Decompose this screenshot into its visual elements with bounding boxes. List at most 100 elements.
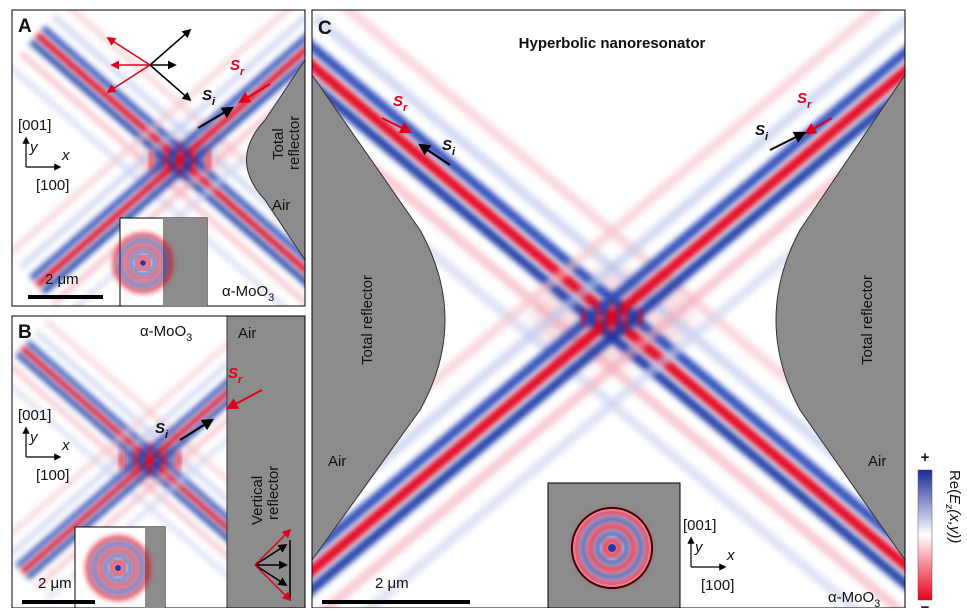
poynting-arrow — [381, 117, 413, 134]
material-label-main: α-MoO — [222, 283, 268, 300]
icon-arrow — [254, 544, 288, 566]
reflector — [226, 315, 306, 609]
poynting-label-sub: i — [165, 429, 169, 441]
poynting-label-main: S — [442, 137, 452, 154]
poynting-label: Si — [442, 137, 456, 158]
inset-ring — [580, 516, 644, 580]
poynting-arrow — [225, 389, 263, 410]
poynting-arrow — [418, 143, 451, 166]
poynting-label-sub: i — [452, 146, 456, 158]
fringe — [205, 150, 211, 170]
panel-label: C — [318, 18, 332, 39]
icon-arrow — [106, 64, 151, 93]
fringe — [623, 304, 629, 332]
colorbar-label-sub: z — [943, 503, 954, 509]
field-beam — [12, 10, 293, 256]
inset-ring — [118, 238, 168, 288]
fringe — [156, 148, 162, 172]
scale-label: 2 μm — [45, 271, 79, 288]
axis-x-label: x — [61, 147, 70, 164]
poynting-label-sub: r — [240, 66, 245, 78]
material-label: α-MoO3 — [140, 323, 192, 344]
poynting-label: Si — [202, 87, 216, 108]
fringe — [147, 442, 153, 478]
colorbar-max: + — [921, 449, 930, 466]
field-beam — [312, 83, 905, 596]
material-label: α-MoO3 — [828, 589, 880, 608]
air-label: Air — [272, 197, 290, 214]
reflector — [775, 73, 906, 562]
icon-arrow — [254, 528, 292, 566]
inset-ring — [587, 523, 637, 573]
inset-ring — [130, 250, 156, 276]
fringe — [198, 148, 204, 172]
material-label-main: α-MoO — [828, 589, 874, 606]
reflector — [246, 58, 306, 262]
fringe — [177, 142, 183, 178]
fringe — [595, 304, 601, 332]
material-label: α-MoO3 — [222, 283, 274, 304]
inset-ring — [86, 536, 150, 600]
poynting-label: Sr — [230, 57, 245, 78]
field-beam — [12, 383, 256, 602]
poynting-arrow — [179, 418, 215, 441]
poynting-label-main: S — [393, 93, 403, 110]
poynting-label: Sr — [393, 93, 408, 114]
icon-arrow — [254, 564, 288, 586]
inset-ring — [98, 548, 138, 588]
reflector-label: Total — [270, 128, 287, 160]
colorbar-label-post: (x,y)) — [946, 509, 963, 543]
icon-arrow — [149, 28, 192, 66]
inset-ring — [104, 554, 132, 582]
poynting-label-sub: r — [238, 374, 243, 386]
inset-ring — [602, 538, 622, 558]
poynting-arrow — [803, 117, 833, 135]
reflector-label: reflector — [286, 116, 303, 170]
poynting-arrow — [237, 83, 271, 104]
fringe — [630, 306, 636, 330]
axis-y-label: y — [29, 139, 39, 156]
inset-ring — [135, 255, 151, 271]
poynting-label-sub: i — [212, 96, 216, 108]
poynting-label-main: S — [797, 90, 807, 107]
reflector-label: Vertical — [249, 476, 266, 525]
fringe — [581, 308, 587, 328]
axis-x-direction: [100] — [36, 177, 69, 194]
poynting-label: Sr — [797, 90, 812, 111]
poynting-label-sub: r — [403, 102, 408, 114]
axis-y-direction: [001] — [18, 407, 51, 424]
field-beam — [18, 13, 305, 270]
colorbar-label-pre: Re( — [946, 470, 963, 494]
icon-arrow — [149, 64, 192, 102]
inset-core — [140, 260, 146, 266]
inset-core — [115, 565, 121, 571]
axis-x-direction: [100] — [701, 577, 734, 594]
reflector-label: Total reflector — [359, 275, 376, 365]
colorbar — [917, 469, 933, 601]
poynting-label: Sr — [228, 365, 243, 386]
inset-ring — [595, 531, 629, 565]
axis-x-label: x — [726, 547, 735, 564]
field-beam — [12, 64, 288, 306]
reflector-label: reflector — [265, 466, 282, 520]
fringe — [637, 308, 643, 328]
icon-arrow — [254, 564, 292, 602]
panel-label: B — [18, 322, 32, 343]
axis-y-direction: [001] — [18, 117, 51, 134]
fringe — [175, 450, 181, 470]
poynting-label: Si — [155, 420, 169, 441]
poynting-label-sub: i — [765, 131, 769, 143]
air-label: Air — [238, 325, 256, 342]
fringe — [161, 446, 167, 474]
colorbar-label-main: E — [946, 494, 963, 505]
fringe — [184, 144, 190, 176]
axis-x-label: x — [61, 437, 70, 454]
fringe — [602, 302, 608, 334]
material-label-sub: 3 — [186, 332, 192, 344]
inset-ring — [113, 233, 173, 293]
material-label-sub: 3 — [268, 292, 274, 304]
panel-title: Hyperbolic nanoresonator — [519, 35, 706, 52]
scale-label: 2 μm — [375, 575, 409, 592]
